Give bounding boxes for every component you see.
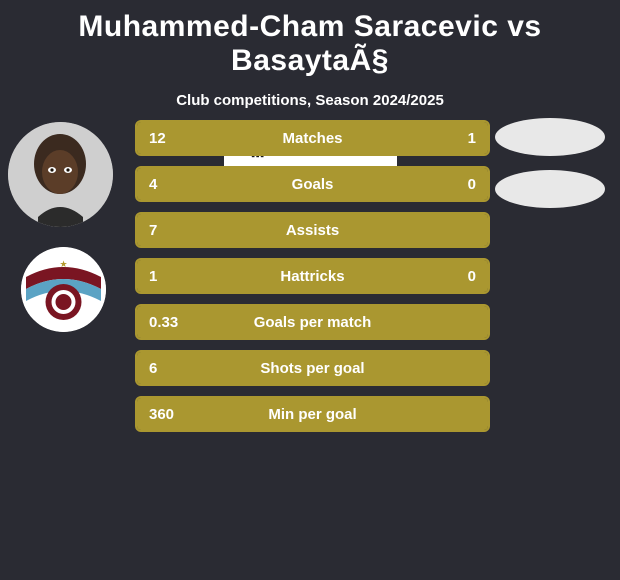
stat-row: 1Hattricks0: [135, 258, 490, 294]
avatar-icon: [8, 122, 113, 227]
right-player-column: [495, 118, 610, 222]
stat-label: Matches: [207, 130, 418, 147]
subtitle: Club competitions, Season 2024/2025: [0, 92, 620, 109]
stat-left-value: 360: [137, 406, 207, 423]
stat-label: Assists: [207, 222, 418, 239]
stat-label: Hattricks: [207, 268, 418, 285]
stat-left-value: 0.33: [137, 314, 207, 331]
stat-label: Shots per goal: [207, 360, 418, 377]
club-badge-icon: ★: [21, 247, 106, 332]
stat-right-value: 0: [418, 176, 488, 193]
stat-label: Goals: [207, 176, 418, 193]
stat-row: 0.33Goals per match: [135, 304, 490, 340]
player-placeholder-oval: [495, 118, 605, 156]
stat-left-value: 7: [137, 222, 207, 239]
stat-row: 12Matches1: [135, 120, 490, 156]
stat-row: 7Assists: [135, 212, 490, 248]
stat-label: Min per goal: [207, 406, 418, 423]
stat-left-value: 1: [137, 268, 207, 285]
stat-row: 360Min per goal: [135, 396, 490, 432]
stat-left-value: 12: [137, 130, 207, 147]
stat-row: 6Shots per goal: [135, 350, 490, 386]
player-avatar: [8, 122, 113, 227]
stat-label: Goals per match: [207, 314, 418, 331]
stat-row: 4Goals0: [135, 166, 490, 202]
stat-right-value: 1: [418, 130, 488, 147]
stat-right-value: 0: [418, 268, 488, 285]
player-placeholder-oval: [495, 170, 605, 208]
stats-panel: 12Matches14Goals07Assists1Hattricks00.33…: [135, 120, 490, 442]
stat-left-value: 4: [137, 176, 207, 193]
svg-text:★: ★: [59, 259, 67, 269]
stat-left-value: 6: [137, 360, 207, 377]
left-player-column: ★: [8, 122, 118, 332]
page-title: Muhammed-Cham Saracevic vs BasaytaÃ§: [0, 0, 620, 78]
club-badge: ★: [21, 247, 106, 332]
